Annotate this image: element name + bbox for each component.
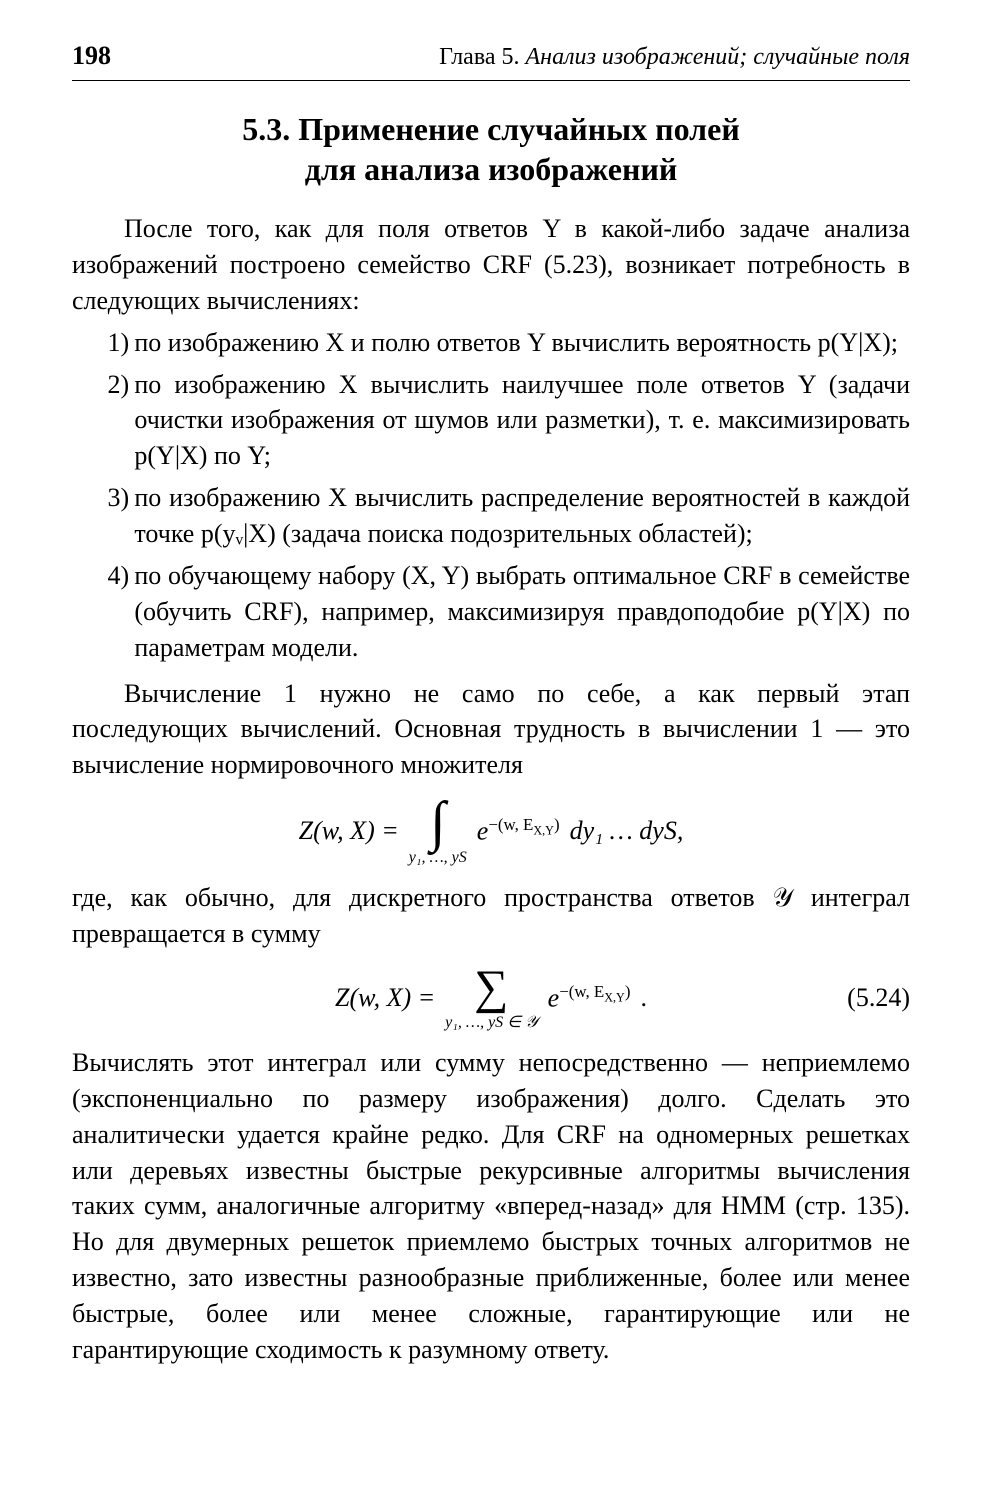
- exp-base: e: [548, 984, 560, 1013]
- intro-paragraph: После того, как для поля ответов Y в как…: [72, 211, 910, 319]
- paragraph-computation-note: Вычисление 1 нужно не само по себе, а ка…: [72, 676, 910, 784]
- list-item-text: по изображению X и полю ответов Y вычисл…: [134, 328, 898, 357]
- equation-content: Z(w, X) = ∑ y₁, …, yS ∈ 𝒴 e−(w, EX,Y) .: [335, 965, 647, 1031]
- exp-power-pre: −(w, E: [559, 982, 604, 1001]
- eq2-lhs: Z(w, X) =: [335, 980, 435, 1016]
- sum-symbol: ∑ y₁, …, yS ∈ 𝒴: [445, 965, 537, 1031]
- page-header: 198 Глава 5. Анализ изображений; случайн…: [72, 38, 910, 81]
- exp-power: −(w, EX,Y): [559, 982, 630, 1001]
- exponential-term: e−(w, EX,Y): [477, 813, 560, 850]
- equation-number: (5.24): [847, 980, 910, 1016]
- integral-icon: ∫: [430, 797, 445, 847]
- exp-power-pre: −(w, E: [488, 815, 533, 834]
- list-item: 1) по изображению X и полю ответов Y выч…: [134, 325, 910, 361]
- exp-power-close: ): [625, 982, 631, 1001]
- list-item-text: по изображению X вычислить наилучшее пол…: [134, 370, 910, 471]
- integral-symbol: ∫ y₁, …, yS: [409, 797, 467, 865]
- list-item-number: 4): [72, 558, 129, 594]
- equation-integral: Z(w, X) = ∫ y₁, …, yS e−(w, EX,Y) dy₁ … …: [72, 797, 910, 865]
- page: 198 Глава 5. Анализ изображений; случайн…: [0, 0, 982, 1500]
- sum-icon: ∑: [474, 965, 508, 1011]
- equation-sum: Z(w, X) = ∑ y₁, …, yS ∈ 𝒴 e−(w, EX,Y) . …: [72, 965, 910, 1031]
- list-item: 4) по обучающему набору (X, Y) выбрать о…: [134, 558, 910, 666]
- exp-power-sub: X,Y: [533, 824, 554, 838]
- list-item: 3) по изображению X вычислить распределе…: [134, 480, 910, 552]
- chapter-title: Анализ изображений; случайные поля: [526, 44, 911, 70]
- exp-power-sub: X,Y: [604, 990, 625, 1004]
- exponential-term: e−(w, EX,Y): [548, 980, 631, 1017]
- eq2-tail: .: [640, 980, 647, 1016]
- enumerated-list: 1) по изображению X и полю ответов Y выч…: [72, 325, 910, 666]
- exp-power-close: ): [554, 815, 560, 834]
- page-number: 198: [72, 38, 111, 74]
- list-item: 2) по изображению X вычислить наилучшее …: [134, 367, 910, 475]
- list-item-number: 3): [72, 480, 129, 516]
- list-item-number: 2): [72, 367, 129, 403]
- list-item-number: 1): [72, 325, 129, 361]
- section-heading-line2: для анализа изображений: [305, 151, 678, 187]
- list-item-text: по обучающему набору (X, Y) выбрать опти…: [134, 561, 910, 662]
- eq1-tail: dy₁ … dyS,: [570, 813, 684, 849]
- equation-content: Z(w, X) = ∫ y₁, …, yS e−(w, EX,Y) dy₁ … …: [299, 797, 684, 865]
- list-item-text: по изображению X вычислить распределение…: [134, 483, 910, 548]
- integral-subscript: y₁, …, yS: [409, 850, 467, 866]
- sum-subscript: y₁, …, yS ∈ 𝒴: [445, 1015, 537, 1031]
- chapter-label: Глава 5.: [439, 44, 519, 70]
- section-heading-line1: 5.3. Применение случайных полей: [242, 111, 740, 147]
- paragraph-discrete-space: где, как обычно, для дискретного простра…: [72, 880, 910, 952]
- exp-base: e: [477, 817, 489, 846]
- section-heading: 5.3. Применение случайных полей для анал…: [72, 109, 910, 189]
- eq1-lhs: Z(w, X) =: [299, 813, 399, 849]
- paragraph-complexity: Вычислять этот интеграл или сумму непоср…: [72, 1045, 910, 1368]
- chapter-reference: Глава 5. Анализ изображений; случайные п…: [439, 41, 910, 74]
- exp-power: −(w, EX,Y): [488, 815, 559, 834]
